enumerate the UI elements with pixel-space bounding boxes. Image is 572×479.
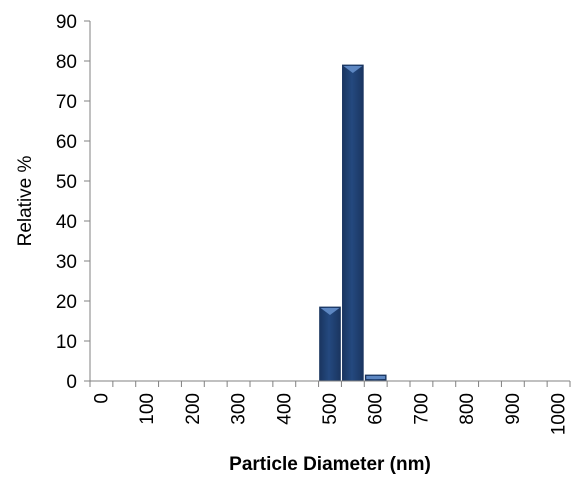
x-tick-label: 0 [91,393,112,404]
x-tick-label: 200 [183,393,204,425]
bar [342,64,364,382]
x-axis-title: Particle Diameter (nm) [229,454,431,475]
x-tick-label: 600 [366,393,387,425]
x-tick-label: 100 [137,393,158,425]
bar-top-bevel [343,66,363,73]
x-tick-label: 800 [457,393,478,425]
x-tick-label: 1000 [549,393,570,435]
x-tick-label: 300 [229,393,250,425]
bars [319,64,387,382]
x-tick-label: 400 [274,393,295,425]
y-tick-label: 80 [56,52,77,73]
y-axis-ticks: 0 10 20 30 40 50 60 70 80 90 [56,12,90,393]
y-tick-label: 70 [56,92,77,113]
y-tick-label: 10 [56,332,77,353]
x-tick-label: 700 [411,393,432,425]
y-tick-label: 20 [56,292,77,313]
x-tick-label: 500 [320,393,341,425]
y-tick-label: 30 [56,252,77,273]
bar-top-bevel [366,376,386,379]
bar-top-bevel [320,308,340,315]
y-tick-label: 90 [56,12,77,33]
y-axis-title: Relative % [15,155,36,246]
y-tick-label: 60 [56,132,77,153]
y-tick-label: 0 [66,372,77,393]
x-axis-ticks: 0 100 200 300 400 500 600 700 800 900 1000 [89,381,571,435]
y-tick-label: 40 [56,212,77,233]
y-tick-label: 50 [56,172,77,193]
x-tick-label: 900 [503,393,524,425]
bar [319,306,341,382]
